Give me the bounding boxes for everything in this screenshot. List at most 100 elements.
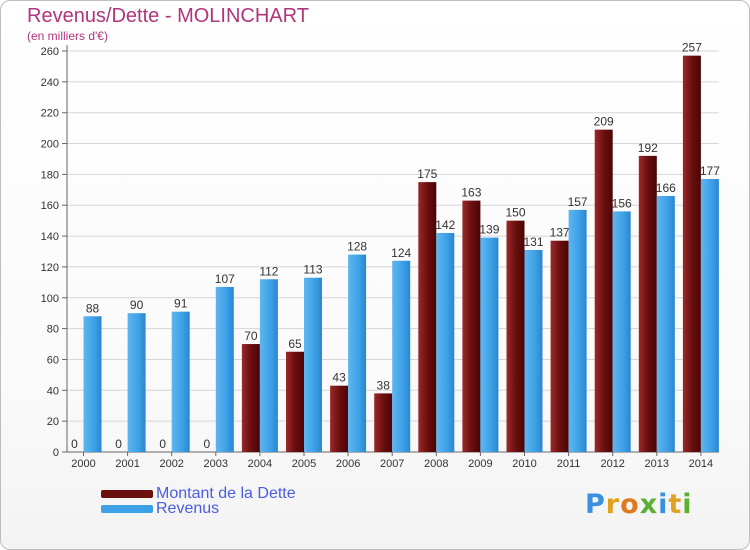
value-label-revenus: 177 bbox=[700, 164, 720, 178]
bar-revenus bbox=[612, 211, 631, 452]
y-tick-label: 260 bbox=[41, 46, 59, 58]
value-label-dette: 0 bbox=[115, 437, 122, 451]
x-tick-label: 2014 bbox=[689, 458, 713, 470]
value-label-dette: 192 bbox=[638, 141, 658, 155]
bar-dette bbox=[638, 155, 657, 452]
bar-revenus bbox=[348, 254, 367, 452]
bar-dette bbox=[330, 385, 349, 452]
y-tick-label: 220 bbox=[41, 108, 59, 120]
bar-dette bbox=[550, 240, 569, 452]
value-label-dette: 175 bbox=[417, 167, 437, 181]
value-label-revenus: 128 bbox=[347, 240, 367, 254]
bar-revenus bbox=[436, 232, 455, 452]
value-label-revenus: 139 bbox=[479, 223, 499, 237]
value-label-dette: 43 bbox=[332, 371, 346, 385]
value-label-revenus: 142 bbox=[435, 218, 455, 232]
y-tick-label: 80 bbox=[47, 324, 59, 336]
x-tick-label: 2006 bbox=[336, 458, 360, 470]
bar-dette bbox=[594, 129, 613, 452]
logo-letter: x bbox=[639, 489, 659, 520]
y-tick-label: 240 bbox=[41, 77, 59, 89]
proxiti-logo: Proxiti bbox=[585, 489, 693, 520]
x-tick-label: 2004 bbox=[248, 458, 272, 470]
x-tick-label: 2003 bbox=[204, 458, 228, 470]
y-tick-label: 20 bbox=[47, 416, 59, 428]
bar-revenus bbox=[259, 279, 278, 452]
legend-swatch-dette bbox=[101, 490, 153, 498]
value-label-revenus: 166 bbox=[656, 181, 676, 195]
x-tick-label: 2002 bbox=[159, 458, 183, 470]
bar-dette bbox=[506, 220, 525, 452]
bar-revenus bbox=[127, 313, 146, 452]
value-label-dette: 257 bbox=[682, 41, 702, 55]
bar-revenus bbox=[568, 209, 587, 452]
y-tick-label: 100 bbox=[41, 293, 59, 305]
x-tick-label: 2000 bbox=[71, 458, 95, 470]
value-label-revenus: 90 bbox=[130, 298, 144, 312]
x-tick-label: 2005 bbox=[292, 458, 316, 470]
value-label-revenus: 156 bbox=[612, 196, 632, 210]
x-tick-label: 2007 bbox=[380, 458, 404, 470]
y-tick-label: 120 bbox=[41, 262, 59, 274]
y-tick-label: 40 bbox=[47, 385, 59, 397]
value-label-dette: 163 bbox=[461, 186, 481, 200]
bar-dette bbox=[241, 344, 260, 452]
bar-revenus bbox=[656, 195, 675, 452]
bar-revenus bbox=[215, 286, 234, 452]
bar-revenus bbox=[171, 311, 190, 452]
chart-title: Revenus/Dette - MOLINCHART bbox=[27, 5, 309, 27]
y-tick-label: 140 bbox=[41, 231, 59, 243]
bar-dette bbox=[374, 393, 393, 452]
logo-letter: i bbox=[682, 489, 693, 520]
value-label-revenus: 91 bbox=[174, 297, 188, 311]
value-label-dette: 0 bbox=[203, 437, 210, 451]
x-tick-label: 2011 bbox=[557, 458, 581, 470]
logo-letter: o bbox=[620, 489, 640, 520]
bar-dette bbox=[462, 200, 481, 452]
bar-revenus bbox=[480, 237, 499, 452]
logo-letter: i bbox=[658, 489, 669, 520]
bar-revenus bbox=[700, 179, 719, 452]
x-tick-label: 2012 bbox=[600, 458, 624, 470]
x-tick-label: 2008 bbox=[424, 458, 448, 470]
x-tick-label: 2009 bbox=[468, 458, 492, 470]
legend-label-revenus: Revenus bbox=[156, 500, 220, 517]
bar-revenus bbox=[304, 277, 322, 452]
bar-revenus bbox=[524, 249, 543, 452]
value-label-revenus: 124 bbox=[391, 246, 411, 260]
y-tick-label: 0 bbox=[53, 447, 59, 459]
value-label-revenus: 113 bbox=[303, 263, 322, 277]
x-tick-label: 2010 bbox=[512, 458, 536, 470]
bar-revenus bbox=[83, 316, 102, 452]
bar-revenus bbox=[392, 260, 411, 452]
value-label-dette: 65 bbox=[288, 337, 302, 351]
value-label-dette: 0 bbox=[159, 437, 166, 451]
value-label-dette: 0 bbox=[71, 437, 78, 451]
bar-dette bbox=[286, 351, 304, 452]
logo-letter: P bbox=[585, 489, 606, 520]
logo-letter: r bbox=[605, 489, 621, 520]
x-tick-label: 2001 bbox=[115, 458, 139, 470]
x-tick-label: 2013 bbox=[645, 458, 669, 470]
value-label-dette: 137 bbox=[550, 226, 570, 240]
value-label-revenus: 107 bbox=[215, 272, 235, 286]
value-label-dette: 150 bbox=[505, 206, 525, 220]
value-label-revenus: 131 bbox=[523, 235, 543, 249]
bar-dette bbox=[418, 182, 437, 452]
value-label-revenus: 112 bbox=[259, 264, 278, 278]
logo-letter: t bbox=[668, 489, 683, 520]
legend-label-dette: Montant de la Dette bbox=[156, 485, 296, 502]
y-tick-label: 200 bbox=[41, 139, 59, 151]
legend-swatch-revenus bbox=[101, 505, 153, 513]
value-label-dette: 209 bbox=[594, 115, 614, 129]
chart-subtitle: (en milliers d'€) bbox=[27, 29, 108, 43]
bar-dette bbox=[682, 55, 701, 452]
y-tick-label: 60 bbox=[47, 354, 59, 366]
y-tick-label: 160 bbox=[41, 200, 59, 212]
value-label-dette: 70 bbox=[244, 329, 258, 343]
value-label-dette: 38 bbox=[377, 378, 391, 392]
value-label-revenus: 88 bbox=[86, 301, 100, 315]
y-tick-label: 180 bbox=[41, 169, 59, 181]
